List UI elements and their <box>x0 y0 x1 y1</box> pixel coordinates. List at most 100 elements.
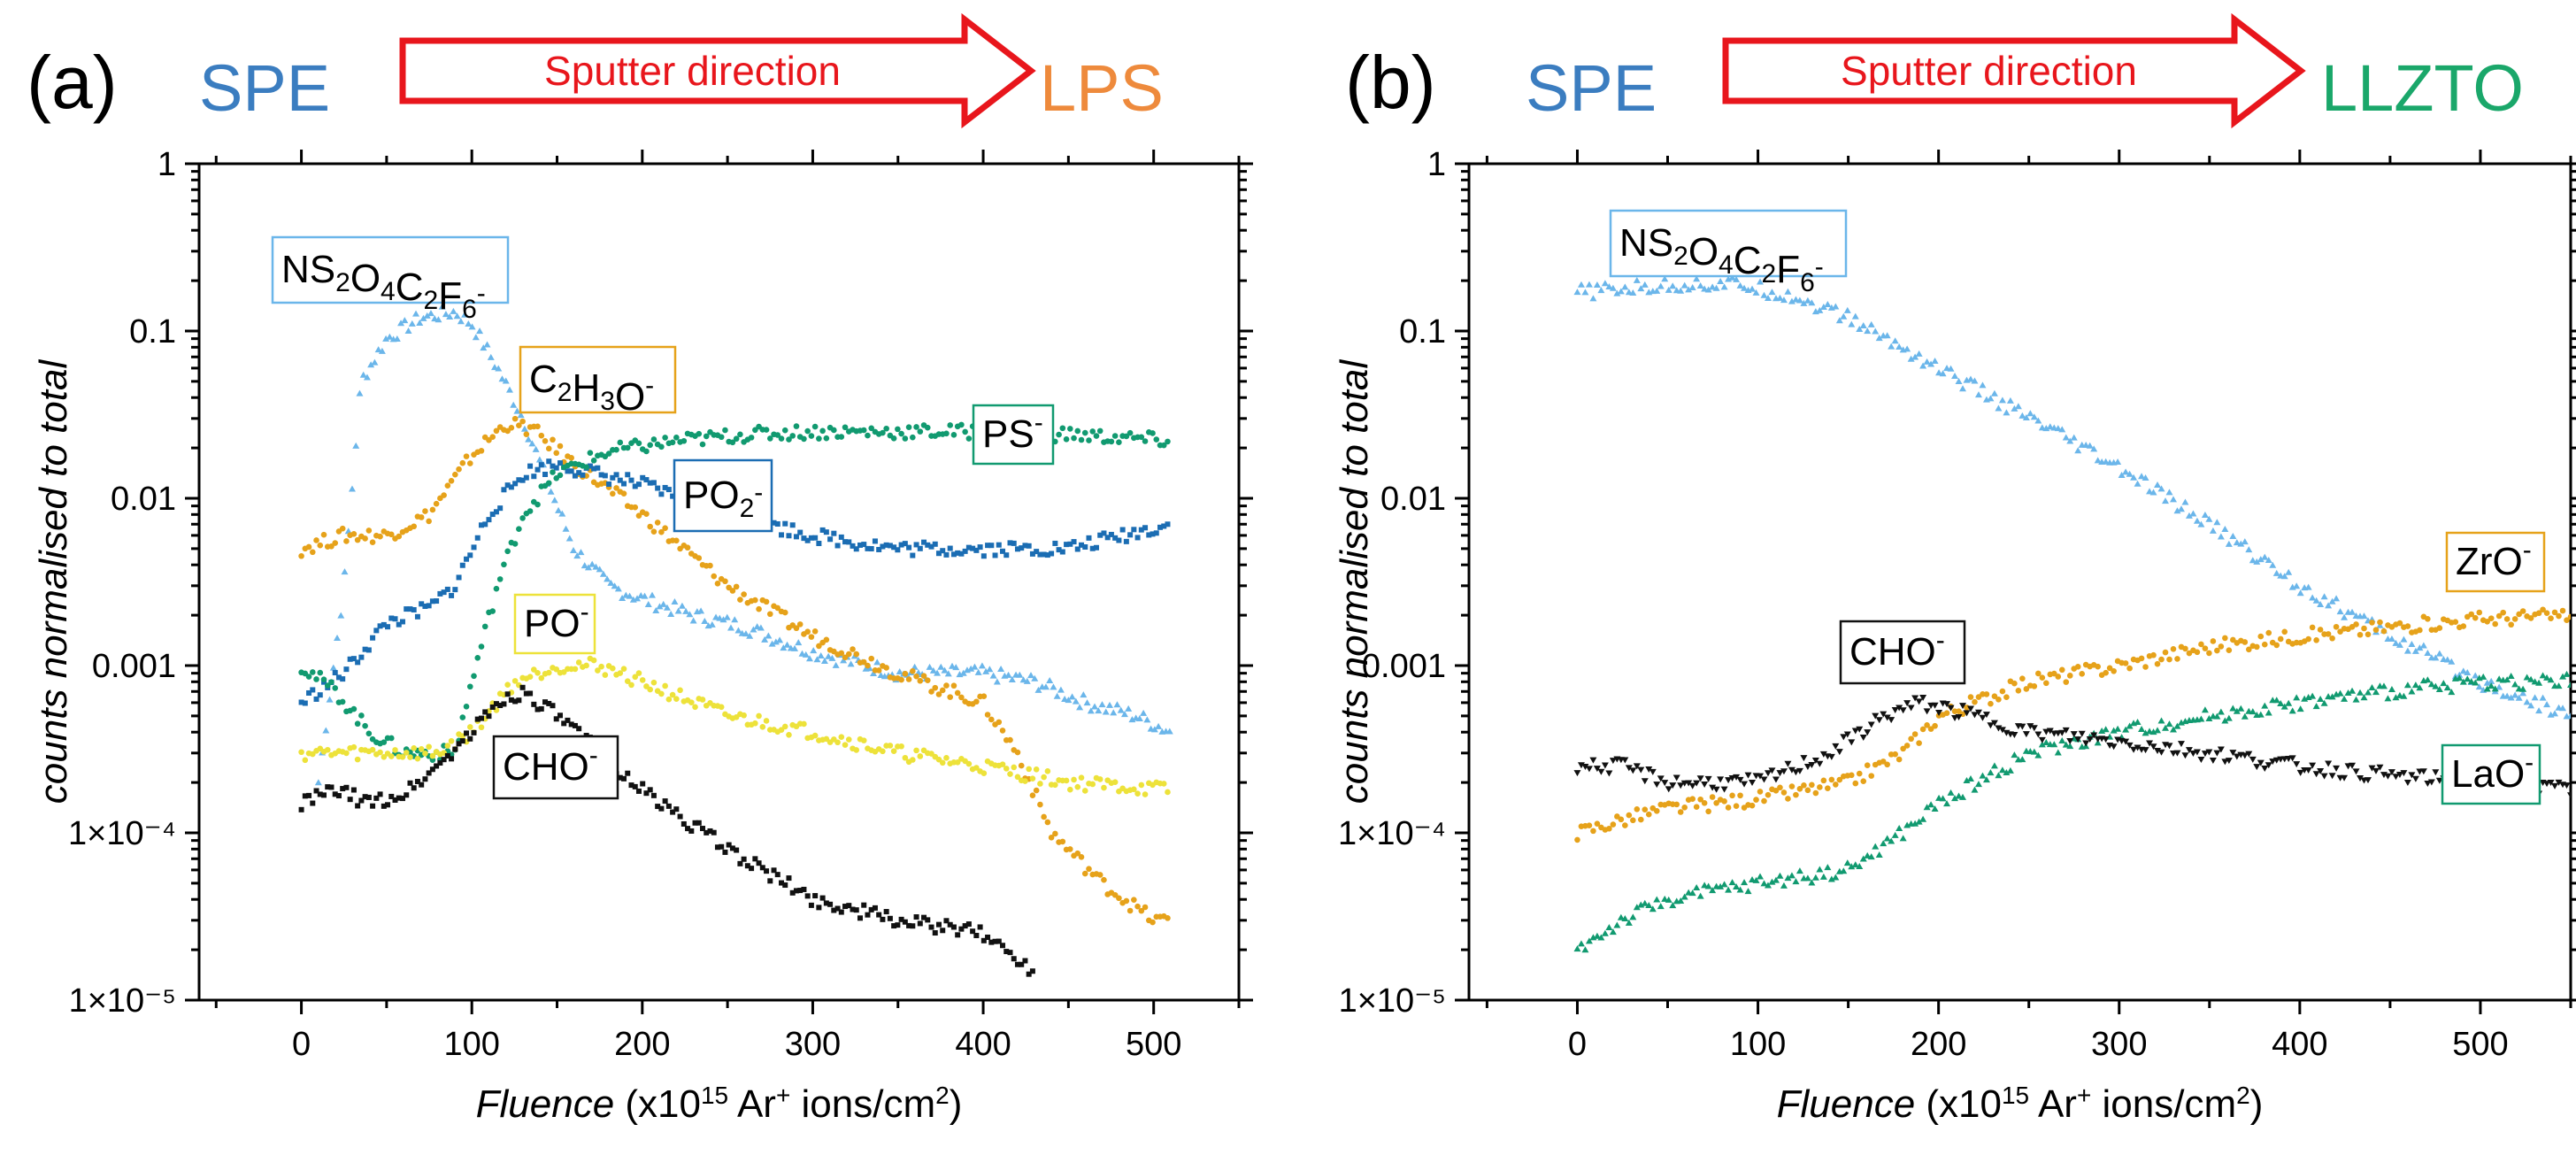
data-point <box>838 434 845 440</box>
data-point <box>977 924 983 930</box>
data-point <box>763 718 770 724</box>
data-point <box>481 623 488 630</box>
data-point <box>382 335 390 342</box>
data-point <box>647 442 653 449</box>
data-point <box>1979 772 1987 779</box>
data-point <box>1131 786 1137 793</box>
data-point <box>759 724 766 730</box>
data-point <box>1068 693 1076 700</box>
data-point <box>980 693 988 700</box>
data-point <box>511 678 519 684</box>
data-point <box>988 939 995 945</box>
data-point <box>808 634 815 640</box>
data-point <box>865 665 873 672</box>
data-point <box>1911 820 1919 827</box>
data-point <box>902 670 909 677</box>
data-point <box>1741 879 1749 886</box>
data-point <box>750 626 757 633</box>
data-point <box>1098 701 1106 708</box>
y-tick-label: 0.01 <box>111 481 176 518</box>
data-point <box>2034 751 2042 758</box>
data-point <box>1819 303 1827 310</box>
data-point <box>438 303 446 310</box>
data-point <box>2333 765 2341 772</box>
data-point <box>1142 525 1149 531</box>
data-point <box>1899 835 1907 842</box>
data-point <box>1867 853 1875 860</box>
data-point <box>1780 882 1788 889</box>
data-point <box>396 621 402 628</box>
data-point <box>2022 731 2030 738</box>
data-point <box>335 793 342 799</box>
data-point <box>1959 703 1967 710</box>
data-point <box>1056 547 1062 553</box>
data-point <box>516 477 522 483</box>
data-point <box>913 542 919 548</box>
data-point <box>350 656 357 662</box>
data-point <box>1757 773 1765 780</box>
data-point <box>1776 770 1784 777</box>
data-point <box>816 435 822 442</box>
data-point <box>925 542 931 548</box>
data-point <box>1788 766 1796 774</box>
data-point <box>313 676 319 682</box>
data-point <box>804 537 811 543</box>
data-point <box>2543 674 2551 681</box>
data-point <box>1803 296 1811 304</box>
data-point <box>890 748 897 754</box>
data-point <box>1146 532 1152 538</box>
data-point <box>2134 744 2142 751</box>
data-point <box>617 439 624 446</box>
data-point <box>1915 350 1923 357</box>
data-point <box>2543 610 2550 617</box>
data-point <box>446 312 454 320</box>
annotation-subscript: 2 <box>1762 259 1777 289</box>
data-point <box>910 923 916 929</box>
data-point <box>1074 427 1081 435</box>
data-point <box>686 611 694 618</box>
data-point <box>466 460 473 466</box>
data-point <box>2503 676 2511 683</box>
data-point <box>2551 782 2559 789</box>
data-point <box>525 435 533 443</box>
data-point <box>2154 481 2162 488</box>
data-point <box>924 677 931 683</box>
data-point <box>1150 430 1156 436</box>
data-point <box>328 784 334 790</box>
annotation-subscript: 2 <box>1673 242 1688 271</box>
data-point <box>472 334 480 341</box>
data-point <box>1134 535 1141 541</box>
data-point <box>2296 589 2304 597</box>
data-point <box>478 715 484 721</box>
data-point <box>334 634 342 641</box>
data-point <box>2011 404 2019 412</box>
data-point <box>1022 778 1028 784</box>
data-point <box>471 729 477 735</box>
data-point <box>1728 879 1736 886</box>
data-point <box>949 662 957 669</box>
data-point <box>461 311 469 318</box>
data-point <box>1014 749 1021 756</box>
data-point <box>404 606 410 612</box>
data-point <box>2392 694 2400 701</box>
data-point <box>535 456 543 463</box>
data-point <box>1018 762 1025 769</box>
data-point <box>1888 717 1895 724</box>
data-point <box>910 757 916 763</box>
data-point <box>647 523 653 530</box>
data-point <box>358 797 365 804</box>
data-point <box>1074 850 1081 857</box>
data-point <box>1067 541 1073 547</box>
data-point <box>1123 538 1129 544</box>
data-point <box>519 477 526 483</box>
data-point <box>928 924 934 930</box>
data-point <box>2419 768 2427 775</box>
data-point <box>581 562 588 569</box>
data-point <box>1625 765 1633 772</box>
data-point <box>1050 683 1057 690</box>
data-point <box>1089 781 1096 788</box>
data-point <box>635 788 642 794</box>
data-point <box>523 431 530 437</box>
data-point <box>1764 294 1772 301</box>
data-point <box>802 651 810 658</box>
